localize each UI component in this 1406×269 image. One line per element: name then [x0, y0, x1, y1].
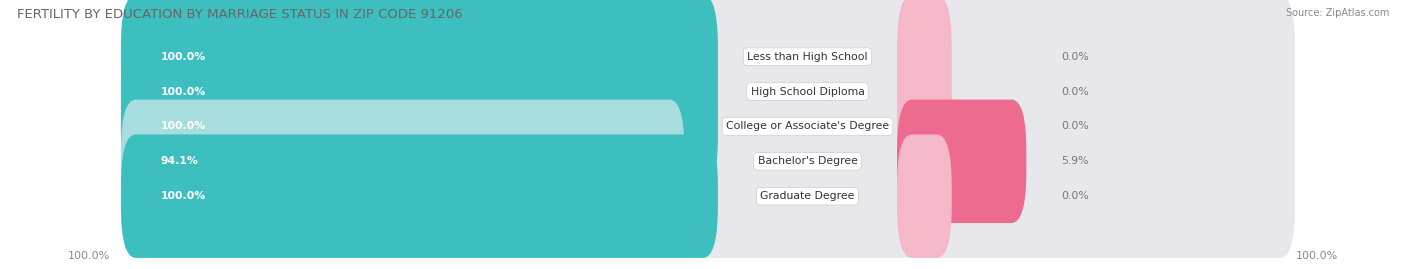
FancyBboxPatch shape [897, 100, 1026, 223]
FancyBboxPatch shape [121, 65, 1295, 188]
Text: Less than High School: Less than High School [747, 52, 868, 62]
FancyBboxPatch shape [121, 65, 718, 188]
FancyBboxPatch shape [121, 30, 718, 153]
Text: 0.0%: 0.0% [1062, 87, 1090, 97]
Text: High School Diploma: High School Diploma [751, 87, 865, 97]
FancyBboxPatch shape [121, 0, 718, 118]
Text: 100.0%: 100.0% [160, 87, 205, 97]
Text: 100.0%: 100.0% [1296, 251, 1339, 261]
Text: 0.0%: 0.0% [1062, 121, 1090, 132]
FancyBboxPatch shape [897, 0, 952, 118]
FancyBboxPatch shape [897, 65, 952, 188]
Text: 0.0%: 0.0% [1062, 52, 1090, 62]
FancyBboxPatch shape [121, 100, 1295, 223]
FancyBboxPatch shape [121, 134, 1295, 258]
Text: 100.0%: 100.0% [67, 251, 110, 261]
Text: 0.0%: 0.0% [1062, 191, 1090, 201]
FancyBboxPatch shape [121, 0, 1295, 118]
Text: 5.9%: 5.9% [1062, 156, 1088, 166]
Text: Source: ZipAtlas.com: Source: ZipAtlas.com [1285, 8, 1389, 18]
FancyBboxPatch shape [897, 134, 952, 258]
FancyBboxPatch shape [897, 30, 952, 153]
Text: 100.0%: 100.0% [160, 191, 205, 201]
Text: Graduate Degree: Graduate Degree [761, 191, 855, 201]
FancyBboxPatch shape [121, 30, 1295, 153]
Text: College or Associate's Degree: College or Associate's Degree [725, 121, 889, 132]
Text: 100.0%: 100.0% [160, 52, 205, 62]
Text: 94.1%: 94.1% [160, 156, 198, 166]
FancyBboxPatch shape [121, 100, 685, 223]
FancyBboxPatch shape [121, 134, 718, 258]
Text: Bachelor's Degree: Bachelor's Degree [758, 156, 858, 166]
Text: 100.0%: 100.0% [160, 121, 205, 132]
Text: FERTILITY BY EDUCATION BY MARRIAGE STATUS IN ZIP CODE 91206: FERTILITY BY EDUCATION BY MARRIAGE STATU… [17, 8, 463, 21]
